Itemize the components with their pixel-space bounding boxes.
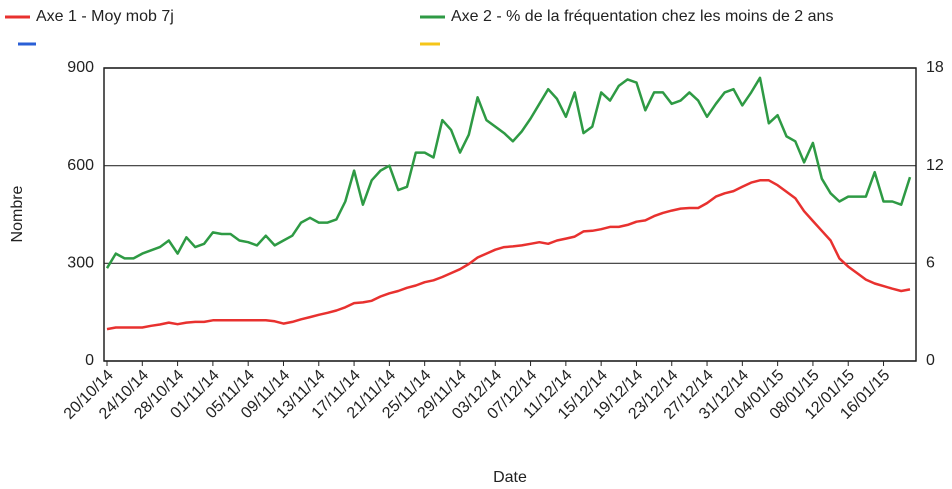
legend-label: Axe 1 - Moy mob 7j <box>36 8 174 25</box>
y2-tick-label: 12 <box>926 157 944 174</box>
y2-tick-label: 6 <box>926 255 935 272</box>
y2-tick-label: 0 <box>926 352 935 369</box>
y-tick-label: 600 <box>67 157 94 174</box>
y-tick-label: 0 <box>85 352 94 369</box>
y-axis-label: Nombre <box>9 185 26 242</box>
series-line <box>106 179 911 331</box>
plot-frame <box>103 67 917 362</box>
series-line <box>105 76 912 269</box>
x-axis-label: Date <box>493 469 527 486</box>
y-tick-label: 300 <box>67 255 94 272</box>
legend-label: Axe 2 - % de la fréquentation chez les m… <box>451 8 833 25</box>
y-tick-label: 900 <box>67 59 94 76</box>
y2-tick-label: 18 <box>926 59 944 76</box>
